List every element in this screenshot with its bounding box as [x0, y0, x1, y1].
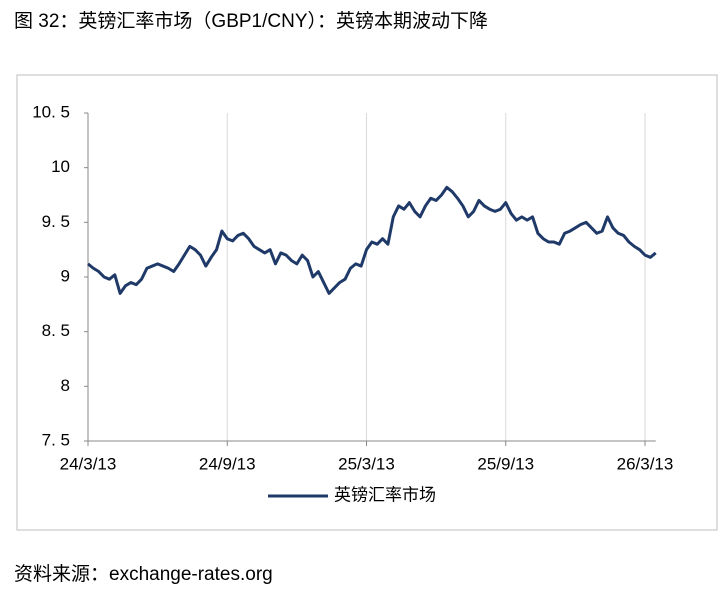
- chart-frame: [16, 74, 718, 531]
- x-tick-label: 24/3/13: [60, 454, 117, 473]
- data-line: [87, 185, 657, 295]
- y-tick-label: 8: [61, 376, 70, 395]
- y-tick-label: 9. 5: [42, 212, 70, 231]
- legend-label: 英镑汇率市场: [334, 485, 436, 504]
- x-tick-label: 25/9/13: [477, 454, 534, 473]
- y-tick-label: 10: [51, 157, 70, 176]
- y-tick-label: 8. 5: [42, 321, 70, 340]
- y-tick-label: 10. 5: [32, 102, 70, 121]
- x-tick-label: 26/3/13: [617, 454, 674, 473]
- x-tick-label: 25/3/13: [338, 454, 395, 473]
- y-tick-label: 9: [61, 266, 70, 285]
- source-note: 资料来源：exchange-rates.org: [14, 563, 273, 585]
- y-tick-label: 7. 5: [42, 430, 70, 449]
- chart-title: 图 32：英镑汇率市场（GBP1/CNY）：英镑本期波动下降: [14, 10, 488, 32]
- x-tick-label: 24/9/13: [199, 454, 256, 473]
